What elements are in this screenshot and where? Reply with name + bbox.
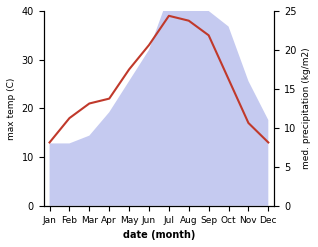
X-axis label: date (month): date (month) xyxy=(123,230,195,240)
Y-axis label: max temp (C): max temp (C) xyxy=(7,77,16,140)
Y-axis label: med. precipitation (kg/m2): med. precipitation (kg/m2) xyxy=(302,48,311,169)
